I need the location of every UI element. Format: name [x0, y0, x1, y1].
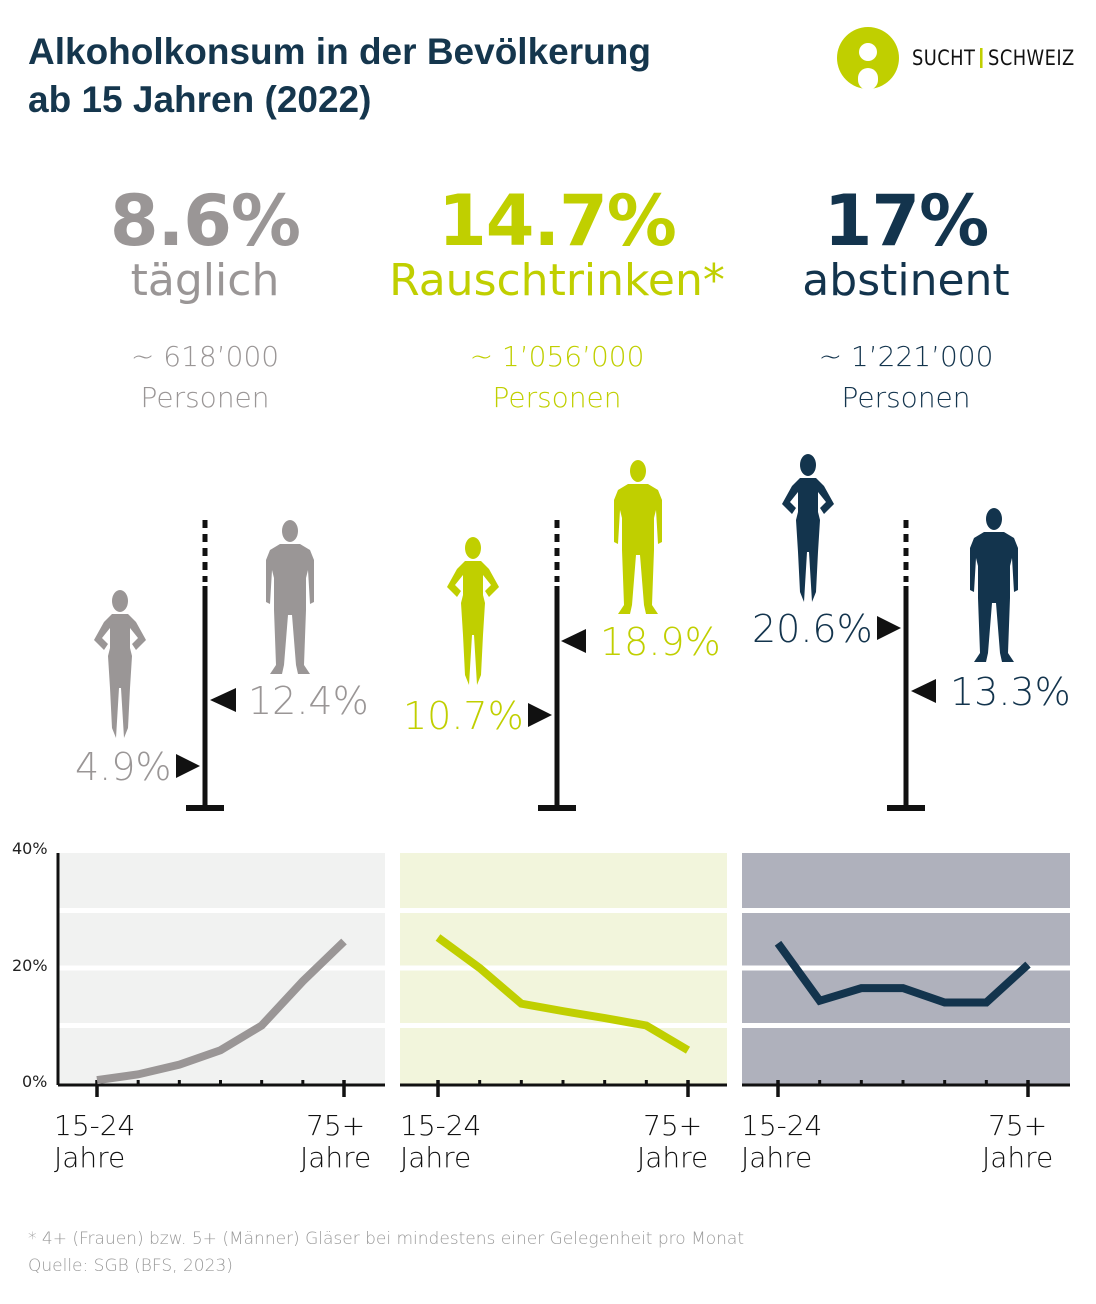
x-label-line: 75+ [306, 1109, 366, 1142]
arrow-men-icon [911, 679, 936, 703]
arrow-women-icon [528, 703, 552, 727]
stat-daily: 8.6% täglich ~ 618’000 Personen [35, 186, 375, 418]
logo-icon [837, 27, 899, 90]
logo-word-sucht: SUCHT [912, 46, 976, 70]
x-label-line: 75+ [988, 1109, 1048, 1142]
man-silhouette-icon [266, 520, 314, 674]
y-tick-label: 40% [12, 839, 48, 858]
x-label-line: 15-24 [400, 1109, 482, 1142]
woman-silhouette-icon [447, 537, 499, 685]
stat-unit: Personen [492, 381, 622, 414]
y-tick-label: 20% [12, 956, 48, 975]
stat-value: 8.6% [109, 180, 301, 262]
stat-unit: Personen [841, 381, 971, 414]
arrow-men-icon [561, 629, 586, 653]
men-percent: 12.4% [248, 679, 369, 723]
stat-value: 17% [823, 180, 990, 262]
arrow-men-icon [210, 688, 236, 712]
stat-value: 14.7% [438, 180, 677, 262]
x-label-line: Jahre [637, 1141, 709, 1174]
stat-label: täglich [130, 255, 280, 306]
footnote-text: * 4+ (Frauen) bzw. 5+ (Männer) Gläser be… [28, 1229, 745, 1249]
women-percent: 10.7% [403, 694, 524, 738]
scale-bar [877, 520, 936, 811]
age-line-charts [56, 853, 1070, 1097]
title-line-2: ab 15 Jahren (2022) [28, 79, 372, 120]
x-label-line: 15-24 [741, 1109, 823, 1142]
x-label-first: 15-24 Jahre [741, 1110, 822, 1174]
women-percent: 20.6% [752, 607, 873, 651]
x-label-line: Jahre [300, 1141, 372, 1174]
stat-binge: 14.7% Rauschtrinken* ~ 1’056’000 Persone… [387, 186, 727, 418]
title-line-1: Alkoholkonsum in der Bevölkerung [28, 31, 651, 72]
man-silhouette-icon [970, 508, 1018, 662]
stat-count: ~ 1’056’000 [469, 340, 645, 373]
x-label-line: 15-24 [54, 1109, 136, 1142]
x-label-last: 75+ Jahre [637, 1110, 708, 1174]
x-label-last: 75+ Jahre [300, 1110, 371, 1174]
woman-silhouette-icon [782, 454, 834, 602]
x-label-line: Jahre [741, 1141, 813, 1174]
men-percent: 18.9% [600, 620, 721, 664]
woman-silhouette-icon [94, 590, 146, 738]
logo-text: SUCHT SCHWEIZ [912, 46, 1075, 70]
men-percent: 13.3% [950, 670, 1071, 714]
x-label-line: Jahre [400, 1141, 472, 1174]
stat-unit: Personen [140, 381, 270, 414]
stat-count: ~ 618’000 [130, 340, 280, 373]
x-label-last: 75+ Jahre [982, 1110, 1053, 1174]
logo-separator [980, 48, 983, 68]
stat-count: ~ 1’221’000 [818, 340, 994, 373]
page-title: Alkoholkonsum in der Bevölkerung ab 15 J… [28, 28, 808, 124]
x-label-line: 75+ [643, 1109, 703, 1142]
y-tick-label: 0% [22, 1072, 48, 1091]
stat-label: abstinent [802, 255, 1010, 306]
gender-figures [94, 454, 1018, 811]
arrow-women-icon [877, 616, 901, 640]
stat-label: Rauschtrinken* [389, 255, 725, 306]
source-text: Quelle: SGB (BFS, 2023) [28, 1256, 233, 1276]
logo-word-schweiz: SCHWEIZ [988, 46, 1075, 70]
sucht-schweiz-logo: SUCHT SCHWEIZ [836, 26, 1086, 90]
footnote: * 4+ (Frauen) bzw. 5+ (Männer) Gläser be… [28, 1226, 744, 1280]
stat-abstinent: 17% abstinent ~ 1’221’000 Personen [736, 186, 1076, 418]
x-label-first: 15-24 Jahre [54, 1110, 135, 1174]
x-label-line: Jahre [982, 1141, 1054, 1174]
arrow-women-icon [176, 754, 200, 778]
man-silhouette-icon [614, 460, 662, 614]
women-percent: 4.9% [75, 745, 172, 789]
x-label-first: 15-24 Jahre [400, 1110, 481, 1174]
scale-bar [528, 520, 586, 811]
x-label-line: Jahre [54, 1141, 126, 1174]
scale-bar [176, 520, 236, 811]
